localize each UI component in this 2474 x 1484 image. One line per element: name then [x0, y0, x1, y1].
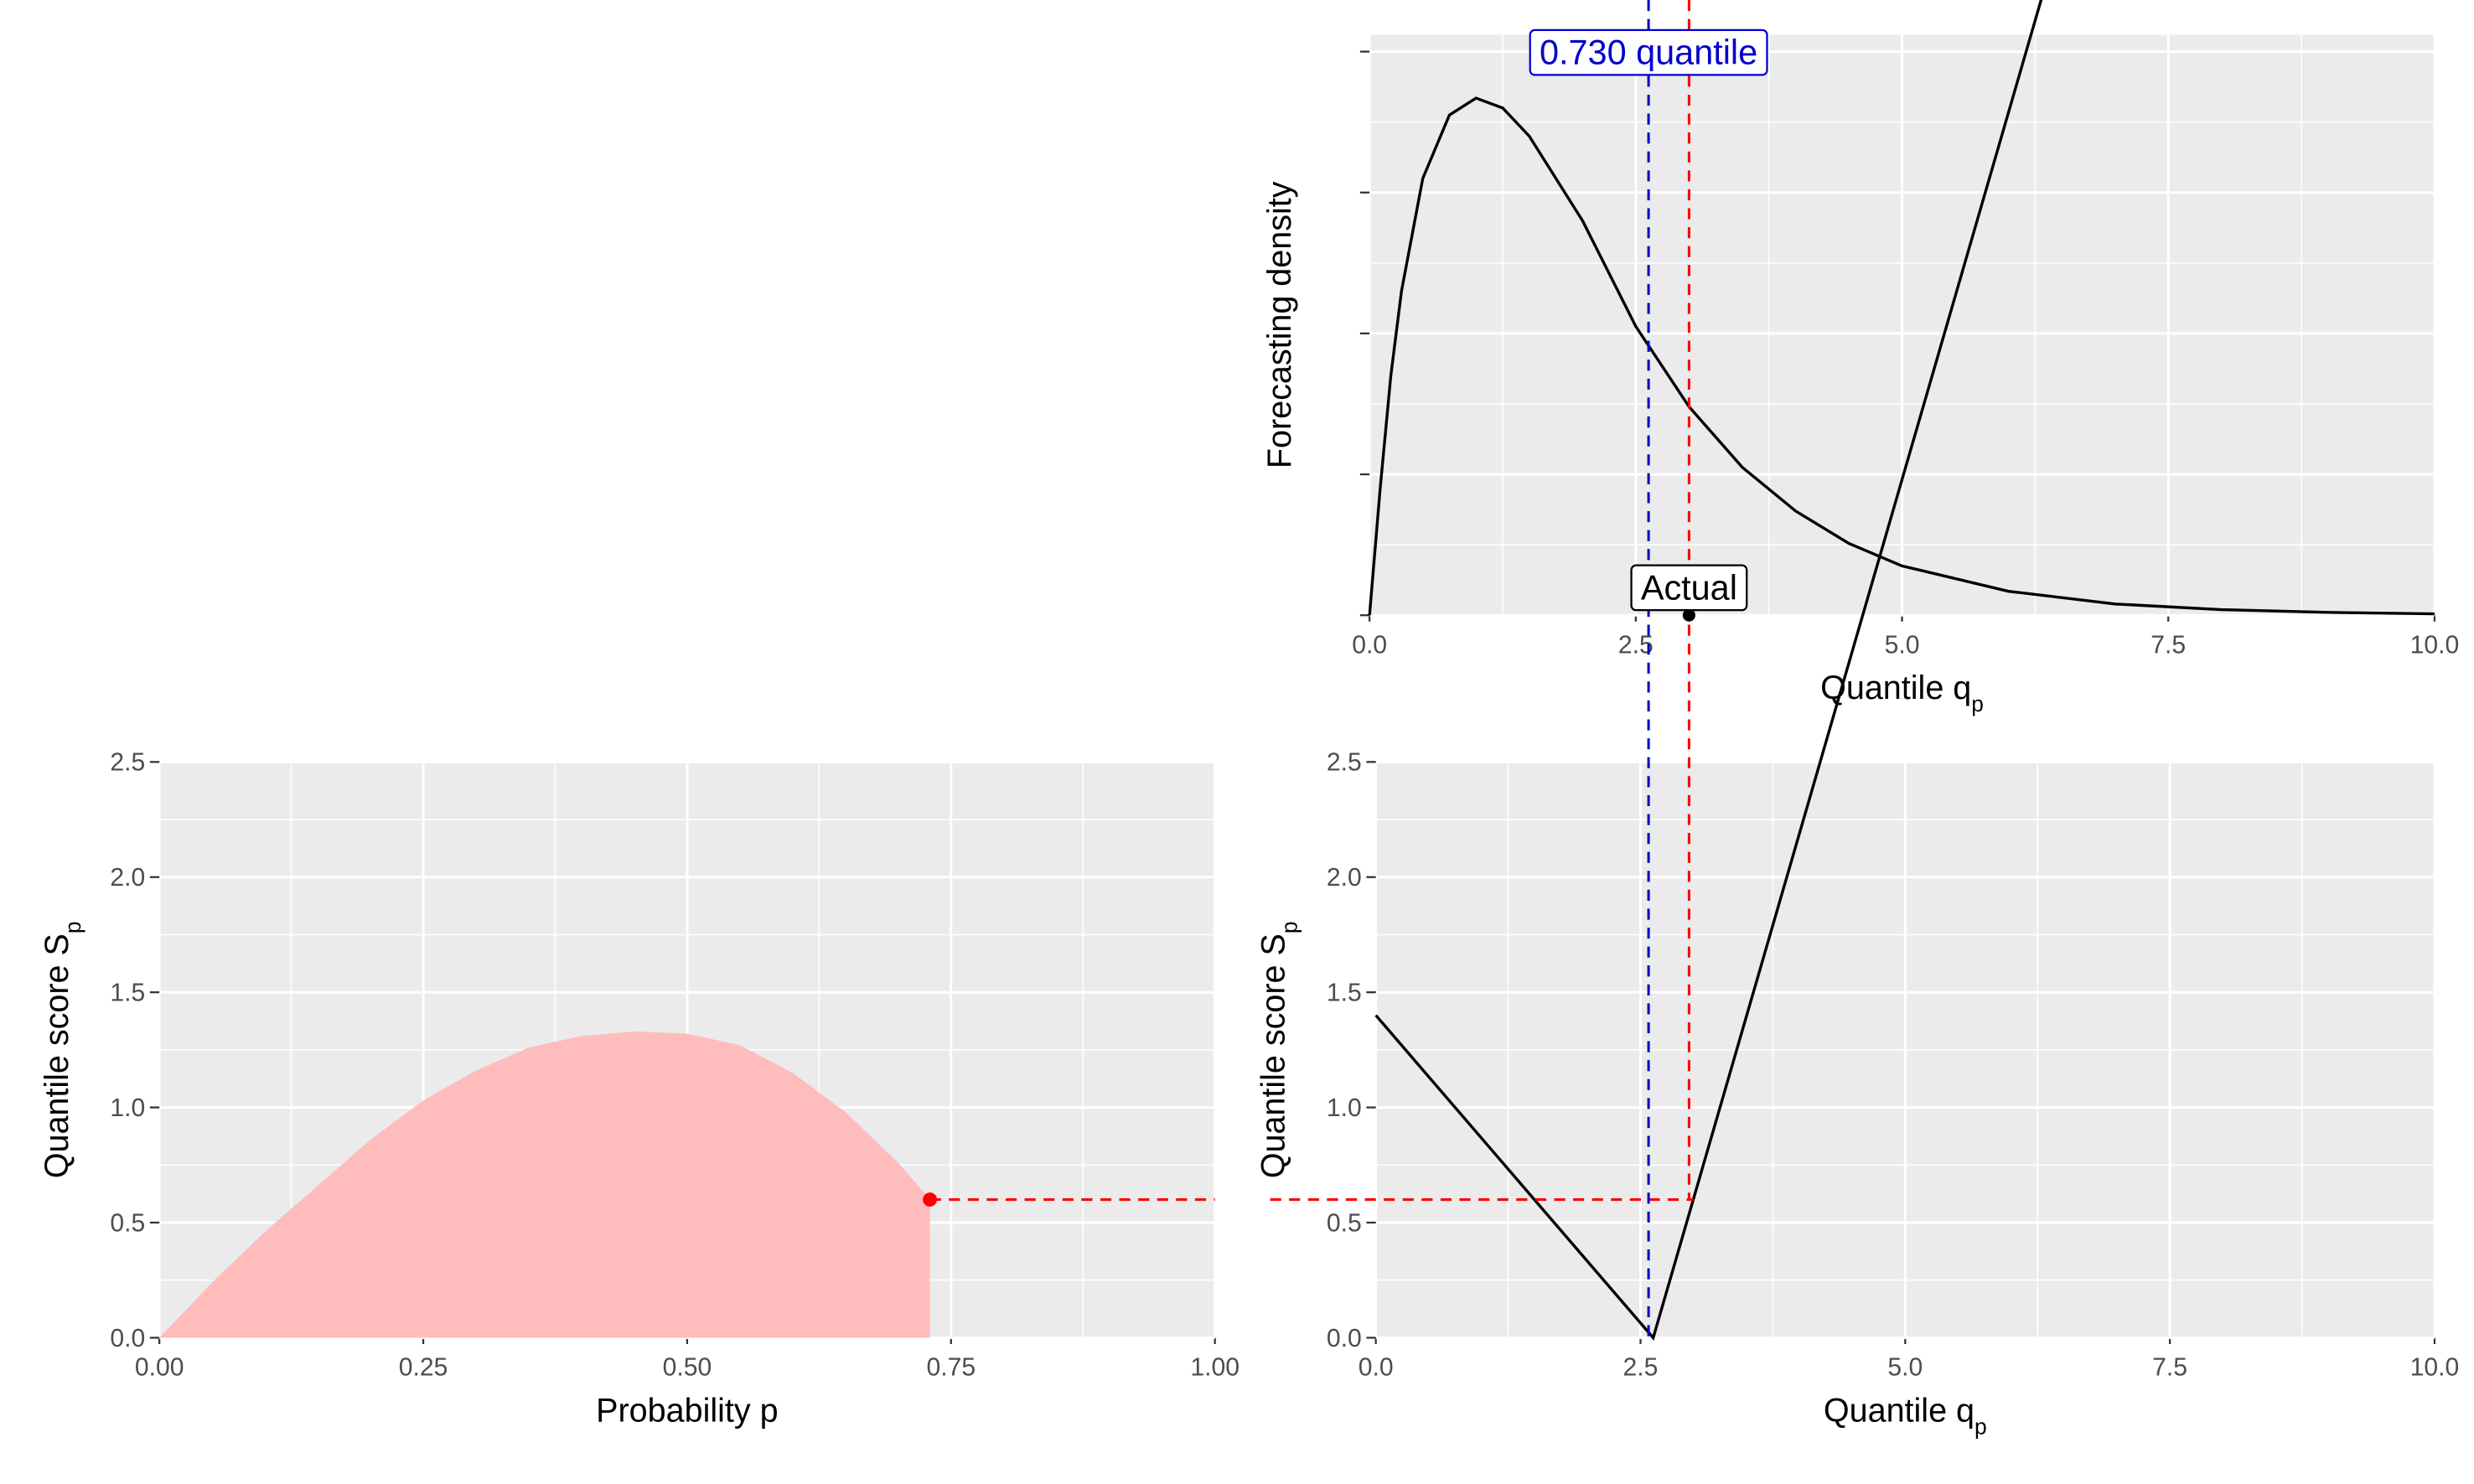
y-axis-title-main: Quantile score S [39, 933, 75, 1178]
y-tick-label: 2.0 [110, 864, 145, 892]
y-tick-label: 0.0 [1327, 1325, 1362, 1352]
quantile-label: 0.730 quantile [1540, 34, 1757, 72]
y-axis-title-subscript: p [60, 922, 85, 934]
x-tick-label: 7.5 [2151, 631, 2186, 659]
line [1368, 96, 2435, 616]
y-axis-title-main: Forecasting density [1261, 181, 1298, 468]
y-tick-label: 2.5 [110, 749, 145, 777]
y-tick-label: 1.0 [110, 1094, 145, 1122]
x-tick-label: 5.0 [1885, 631, 1920, 659]
y-tick-label: 0.0 [110, 1325, 145, 1352]
x-axis-title: Quantile qp [1820, 670, 1984, 716]
actual-label-box [1630, 564, 1748, 612]
y-tick-label: 1.0 [1327, 1094, 1362, 1122]
y-tick-label: 2.5 [1327, 749, 1362, 777]
actual-label-group: Actual [1630, 564, 1748, 612]
quantile-label-box [1529, 28, 1768, 76]
x-tick-label: 5.0 [1887, 1354, 1923, 1382]
y-axis-title: Quantile score Sp [1255, 922, 1302, 1179]
x-axis-title: Probability p [596, 1392, 778, 1429]
x-axis-title-main: Quantile q [1824, 1392, 1975, 1429]
y-axis-title: Quantile score Sp [39, 922, 85, 1179]
y-tick-label: 0.5 [110, 1209, 145, 1237]
x-tick-label: 0.0 [1352, 631, 1387, 659]
y-axis-title-subscript: p [1276, 922, 1302, 934]
x-tick-label: 0.75 [926, 1354, 976, 1382]
score-point [923, 1192, 938, 1207]
x-tick-label: 10.0 [2410, 1354, 2460, 1382]
x-tick-label: 1.00 [1190, 1354, 1240, 1382]
y-axis-title-main: Quantile score S [1255, 933, 1291, 1178]
line [1374, 0, 2043, 1341]
y-tick-label: 1.5 [1327, 980, 1362, 1007]
x-axis-title-subscript: p [1971, 691, 1984, 716]
x-tick-label: 7.5 [2152, 1354, 2187, 1382]
y-tick-label: 2.0 [1327, 864, 1362, 892]
x-tick-label: 0.00 [135, 1354, 184, 1382]
x-axis-title-subscript: p [1975, 1414, 1987, 1439]
x-tick-label: 10.0 [2410, 631, 2460, 659]
x-tick-label: 0.25 [399, 1354, 448, 1382]
x-axis-title-main: Probability p [596, 1392, 778, 1429]
x-tick-label: 2.5 [1623, 1354, 1659, 1382]
actual-point [1682, 608, 1695, 622]
x-tick-label: 0.50 [663, 1354, 712, 1382]
y-tick-label: 1.5 [110, 980, 145, 1007]
area [159, 1031, 930, 1338]
quantile-label-group: 0.730 quantile [1529, 28, 1768, 76]
y-axis-title: Forecasting density [1261, 181, 1298, 468]
y-tick-label: 0.5 [1327, 1209, 1362, 1237]
x-tick-label: 0.0 [1359, 1354, 1394, 1382]
x-axis-title: Quantile qp [1824, 1392, 1987, 1439]
actual-label: Actual [1641, 568, 1737, 607]
